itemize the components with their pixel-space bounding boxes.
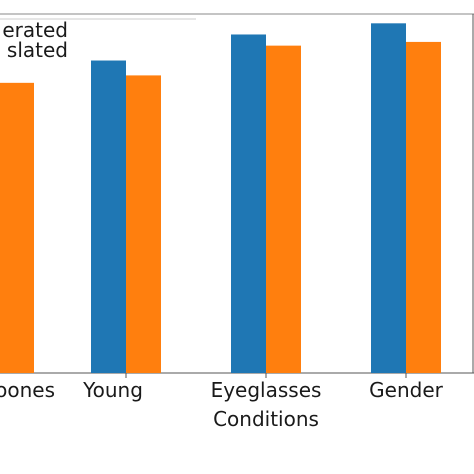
- bar-blue-2: [231, 34, 266, 373]
- bars-group: [0, 23, 441, 374]
- bar-orange-3: [406, 41, 441, 374]
- legend-item-series-1: erated: [2, 18, 68, 42]
- bar-blue-1: [91, 60, 126, 374]
- legend-item-series-2: slated: [7, 38, 68, 62]
- x-tick-label-3: Gender: [369, 378, 443, 402]
- x-ticks-group: [125, 373, 407, 378]
- bar-orange-0: [0, 82, 34, 373]
- x-axis-title: Conditions: [213, 407, 319, 431]
- bar-orange-2: [266, 45, 301, 373]
- x-tick-label-0: oones: [0, 378, 55, 402]
- x-tick-label-1: Young: [82, 378, 143, 402]
- bar-blue-3: [371, 23, 406, 373]
- bar-orange-1: [126, 75, 161, 374]
- x-tick-label-2: Eyeglasses: [211, 378, 322, 402]
